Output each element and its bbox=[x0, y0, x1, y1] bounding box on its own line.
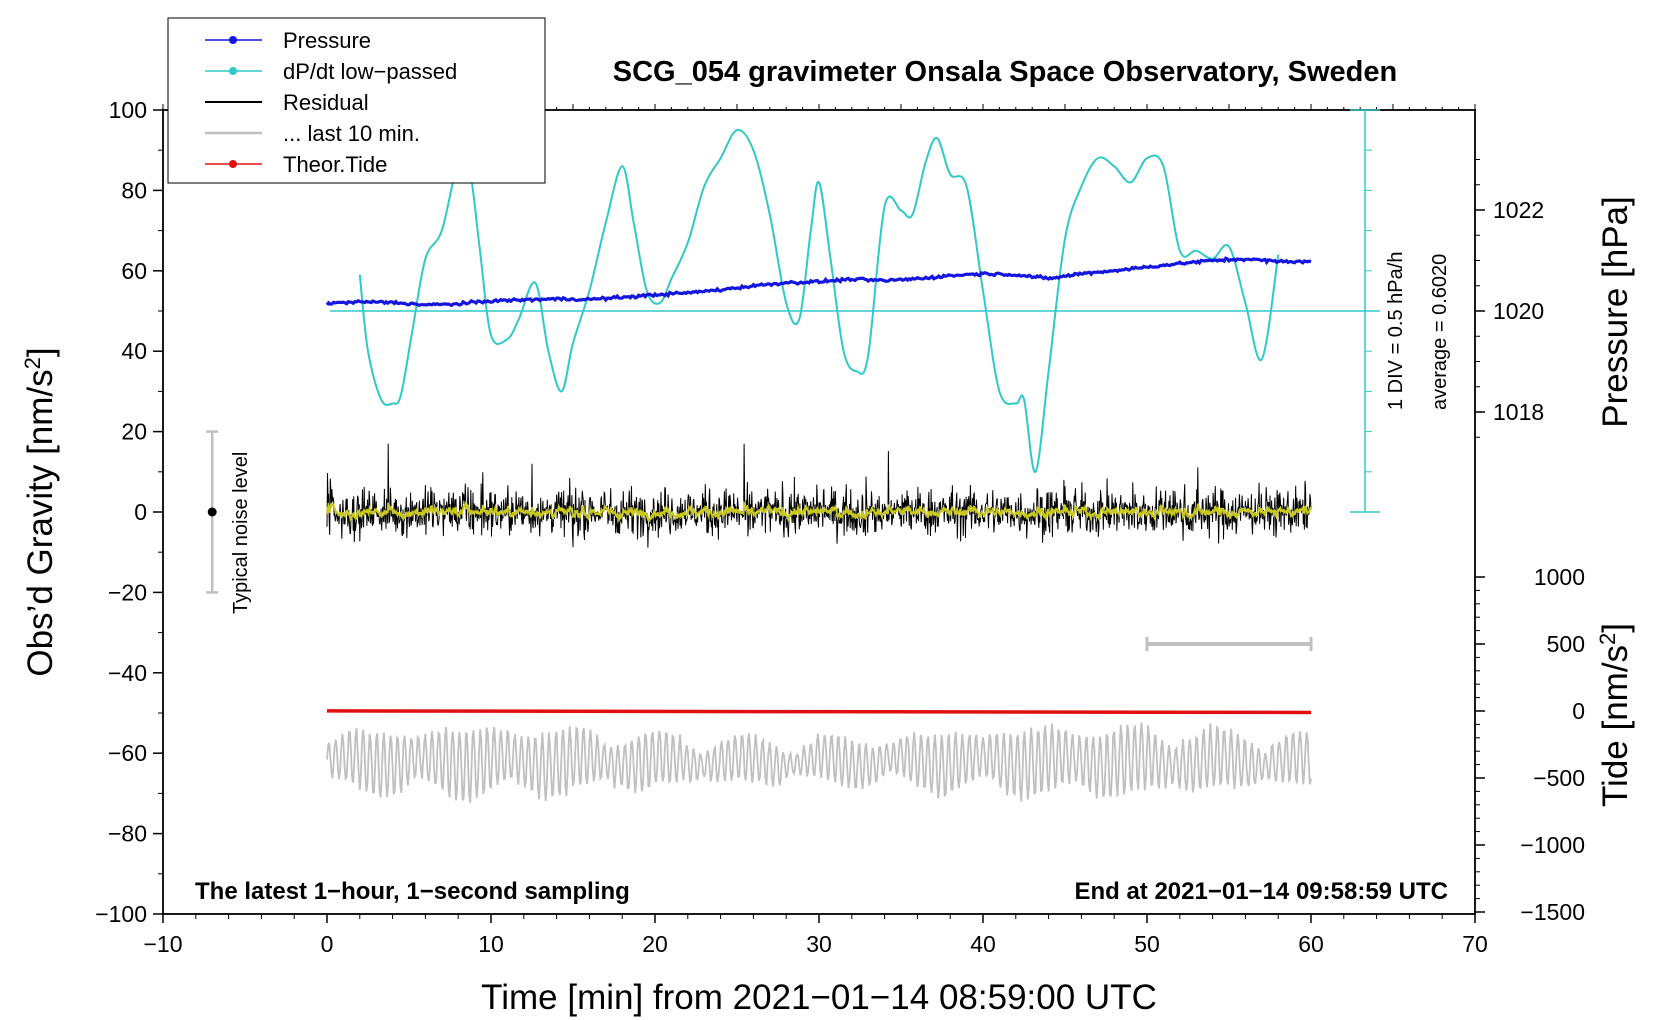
y-axis-label-pressure: Pressure [hPa] bbox=[1596, 196, 1635, 428]
x-tick-label: 40 bbox=[970, 931, 996, 957]
y-tick-label: 0 bbox=[134, 499, 147, 525]
series-residual-layer bbox=[326, 443, 1312, 548]
y-axis-label-tide: Tide [nm/s2] bbox=[1595, 623, 1636, 807]
legend-item-dpdt: dP/dt low−passed bbox=[205, 59, 457, 84]
noise-level-label: Typical noise level bbox=[230, 452, 252, 614]
y-tick-label: 100 bbox=[109, 97, 147, 123]
x-tick-label: 30 bbox=[806, 931, 832, 957]
legend: Pressure dP/dt low−passed Residual ... l… bbox=[167, 17, 546, 184]
svg-text:Pressure: Pressure bbox=[283, 28, 371, 53]
x-axis: −10 0 10 20 30 40 50 60 70 bbox=[143, 104, 1488, 957]
tide-tick-label: 0 bbox=[1572, 698, 1585, 724]
sampling-note: The latest 1−hour, 1−second sampling bbox=[195, 878, 630, 905]
noise-bar-center-dot bbox=[207, 507, 217, 517]
y-axis-tide: −1500 −1000 −500 0 500 1000 bbox=[1475, 564, 1585, 925]
tide-tick-label: −1000 bbox=[1520, 832, 1585, 858]
y-tick-label: −20 bbox=[108, 579, 147, 605]
pressure-tick-label: 1020 bbox=[1493, 298, 1544, 324]
average-note: average = 0.6020 bbox=[1429, 254, 1451, 410]
last-10-min-bar bbox=[1145, 637, 1313, 651]
tide-tick-label: 1000 bbox=[1534, 564, 1585, 590]
legend-item-last10: ... last 10 min. bbox=[205, 121, 420, 146]
y-tick-label: −40 bbox=[108, 660, 147, 686]
x-tick-label: 20 bbox=[642, 931, 668, 957]
svg-text:... last 10 min.: ... last 10 min. bbox=[283, 121, 420, 146]
y-tick-label: 80 bbox=[121, 177, 147, 203]
y-axis-left: −100 −80 −60 −40 −20 0 20 40 60 80 100 bbox=[95, 97, 163, 927]
tide-tick-label: 500 bbox=[1547, 631, 1585, 657]
svg-text:Theor.Tide: Theor.Tide bbox=[283, 152, 387, 177]
y-tick-label: 20 bbox=[121, 419, 147, 445]
noise-level-bar bbox=[206, 430, 219, 594]
y-tick-label: 40 bbox=[121, 338, 147, 364]
pressure-tick-label: 1022 bbox=[1493, 197, 1544, 223]
legend-marker-pressure bbox=[229, 36, 237, 44]
x-tick-label: 50 bbox=[1134, 931, 1160, 957]
y-axis-label-left: Obs’d Gravity [nm/s2] bbox=[20, 347, 61, 676]
x-tick-label: −10 bbox=[143, 931, 182, 957]
legend-item-pressure: Pressure bbox=[205, 28, 371, 53]
legend-marker-tide bbox=[229, 160, 237, 168]
dpdt-scale bbox=[330, 109, 1380, 513]
series-dpdt-line bbox=[358, 129, 1280, 473]
x-tick-label: 70 bbox=[1462, 931, 1488, 957]
x-axis-label: Time [min] from 2021−01−14 08:59:00 UTC bbox=[481, 978, 1157, 1017]
legend-box bbox=[167, 17, 546, 184]
svg-text:dP/dt low−passed: dP/dt low−passed bbox=[283, 59, 457, 84]
chart-title: SCG_054 gravimeter Onsala Space Observat… bbox=[613, 56, 1397, 88]
series-last10-layer bbox=[326, 722, 1312, 803]
tide-tick-label: −500 bbox=[1533, 765, 1585, 791]
y-tick-label: −100 bbox=[95, 901, 147, 927]
series-dpdt-layer bbox=[358, 129, 1280, 473]
tide-tick-label: −1500 bbox=[1520, 899, 1585, 925]
y-tick-label: −80 bbox=[108, 821, 147, 847]
series-residual-line bbox=[326, 443, 1312, 548]
svg-text:Residual: Residual bbox=[283, 90, 369, 115]
legend-item-residual: Residual bbox=[205, 90, 369, 115]
div-note: 1 DIV = 0.5 hPa/h bbox=[1385, 252, 1407, 410]
series-pressure-line bbox=[325, 256, 1312, 308]
end-time-note: End at 2021−01−14 09:58:59 UTC bbox=[1074, 878, 1448, 905]
y-tick-label: −60 bbox=[108, 740, 147, 766]
series-pressure-layer bbox=[325, 256, 1312, 308]
series-tide-layer bbox=[326, 709, 1312, 715]
series-last10-line bbox=[326, 722, 1312, 803]
series-residual-smoothed-line bbox=[326, 499, 1312, 523]
legend-marker-dpdt bbox=[229, 67, 237, 75]
pressure-tick-label: 1018 bbox=[1493, 399, 1544, 425]
y-tick-label: 60 bbox=[121, 258, 147, 284]
series-tide-line bbox=[326, 709, 1312, 715]
x-tick-label: 0 bbox=[321, 931, 334, 957]
y-axis-pressure: 1018 1020 1022 bbox=[1475, 159, 1544, 438]
x-tick-label: 60 bbox=[1298, 931, 1324, 957]
x-tick-label: 10 bbox=[478, 931, 504, 957]
legend-item-tide: Theor.Tide bbox=[205, 152, 387, 177]
